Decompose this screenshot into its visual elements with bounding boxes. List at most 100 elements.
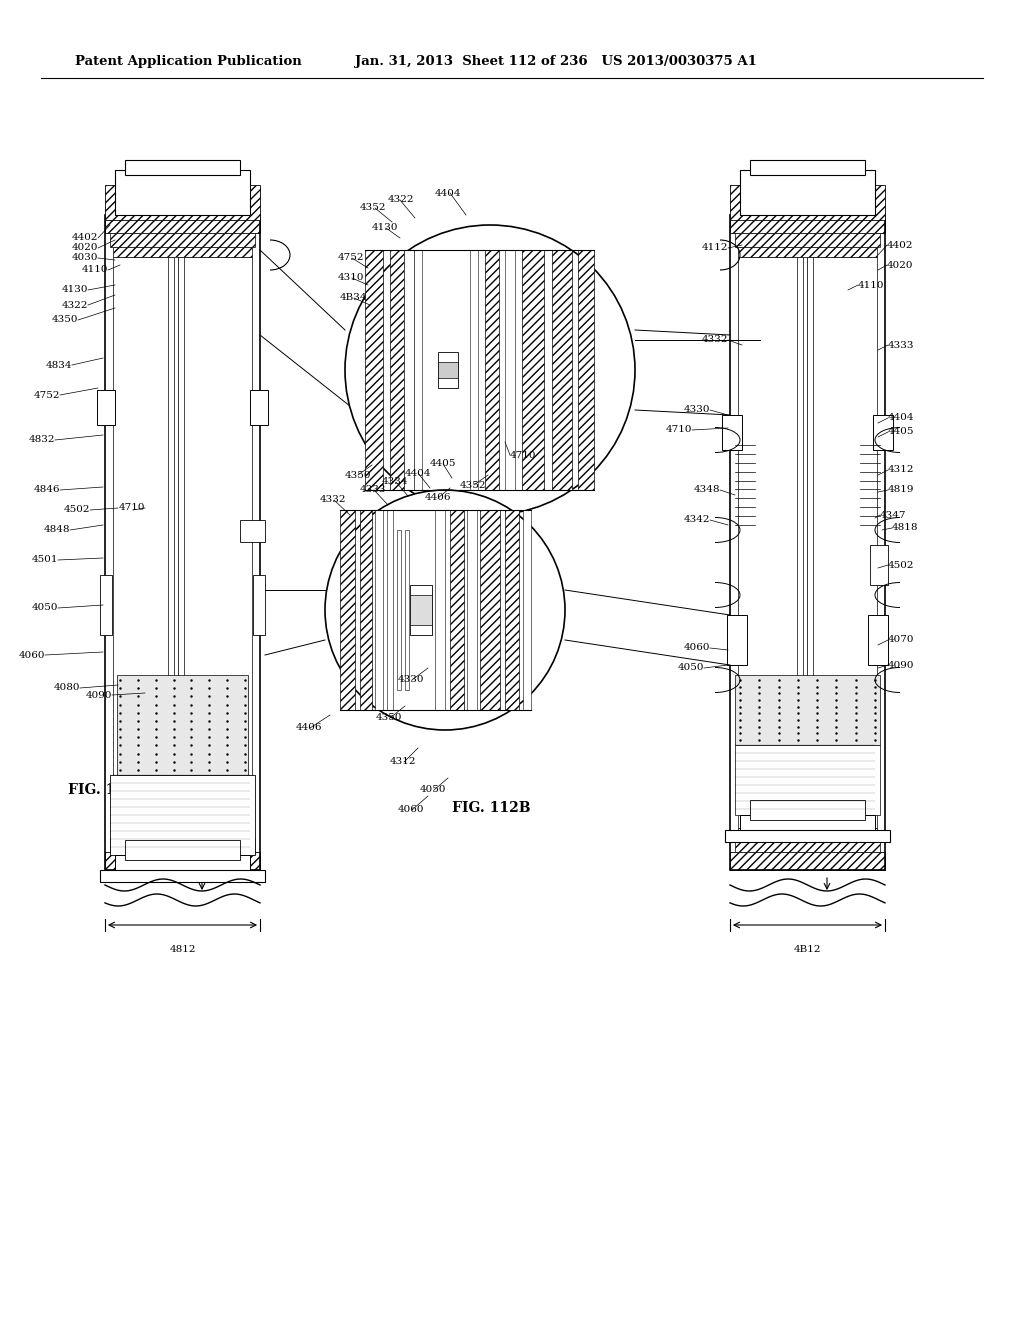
Bar [735,744,880,814]
Text: 4112: 4112 [701,243,728,252]
Text: 4080: 4080 [53,684,80,693]
Text: 4752: 4752 [338,253,365,263]
Bar [730,215,885,234]
Bar [375,510,383,710]
Text: 4333: 4333 [888,341,914,350]
Bar [360,510,372,710]
Text: 4312: 4312 [888,466,914,474]
Text: 4710: 4710 [119,503,145,512]
Text: 4834: 4834 [45,360,72,370]
Text: FIG. 112B: FIG. 112B [452,801,530,814]
Bar [105,851,260,870]
Bar [253,576,265,635]
Text: Jan. 31, 2013  Sheet 112 of 236   US 2013/0030375 A1: Jan. 31, 2013 Sheet 112 of 236 US 2013/0… [355,55,757,69]
Bar [168,257,174,828]
Bar [105,215,260,234]
Bar [438,362,458,378]
Text: 4310: 4310 [338,273,365,282]
Text: 4050: 4050 [32,603,58,612]
Text: 4406: 4406 [296,723,323,733]
Bar [404,249,414,490]
Bar [470,249,478,490]
Circle shape [345,224,635,515]
Text: 4405: 4405 [888,428,914,437]
Bar [113,828,252,838]
Text: 4502: 4502 [888,561,914,569]
Text: 4322: 4322 [388,195,415,205]
Bar [406,531,409,690]
Bar [807,257,813,828]
Text: 4130: 4130 [61,285,88,294]
Text: 4752: 4752 [34,391,60,400]
Text: FIG. 112A: FIG. 112A [68,783,145,797]
Bar [115,855,250,880]
Bar [730,851,885,870]
Text: 4404: 4404 [888,413,914,422]
Bar [387,510,393,710]
Bar [868,615,888,665]
Text: 4710: 4710 [666,425,692,434]
Text: 4330: 4330 [398,676,425,685]
Bar [740,814,874,840]
Bar [730,215,885,870]
Text: 4020: 4020 [887,260,913,269]
Bar [414,249,422,490]
Text: 4050: 4050 [420,785,446,795]
Text: 4848: 4848 [43,525,70,535]
Bar [870,545,888,585]
Text: 4501: 4501 [32,556,58,565]
Text: 4350: 4350 [376,714,402,722]
Text: Patent Application Publication: Patent Application Publication [75,55,302,69]
Text: 4818: 4818 [892,524,919,532]
Text: 4406: 4406 [425,494,452,503]
Bar [480,510,500,710]
Bar [738,247,877,257]
Text: 4110: 4110 [82,265,108,275]
Bar [740,170,874,215]
Bar [522,249,544,490]
Text: 4710: 4710 [510,450,537,459]
Bar [750,800,865,820]
Bar [738,828,877,838]
Text: 4B12: 4B12 [794,945,821,954]
Bar [117,675,248,775]
Bar [873,414,893,450]
Text: 4502: 4502 [63,506,90,515]
Bar [410,585,432,635]
Text: 4350: 4350 [51,315,78,325]
Bar [110,838,255,851]
Bar [410,595,432,624]
Text: 4333: 4333 [360,486,386,495]
Text: 4090: 4090 [888,660,914,669]
Bar [552,249,572,490]
Text: 4342: 4342 [683,516,710,524]
Text: 4402: 4402 [72,234,98,243]
Text: 4050: 4050 [678,664,705,672]
Bar [505,249,515,490]
Text: 4020: 4020 [72,243,98,252]
Text: 4347: 4347 [880,511,906,520]
Text: 4348: 4348 [693,486,720,495]
Bar [100,870,265,882]
Text: 4334: 4334 [382,478,409,487]
Text: 4312: 4312 [390,758,417,767]
Bar [450,510,464,710]
Bar [240,520,265,543]
Circle shape [325,490,565,730]
Text: 4B34: 4B34 [340,293,368,302]
Text: 4819: 4819 [888,486,914,495]
Bar [125,840,240,861]
Bar [505,510,519,710]
Text: 4832: 4832 [29,436,55,445]
Text: 4352: 4352 [460,480,486,490]
Text: 4060: 4060 [18,651,45,660]
Text: 4030: 4030 [72,253,98,263]
Bar [100,576,112,635]
Bar [722,414,742,450]
Bar [125,160,240,176]
Bar [435,510,445,710]
Text: 4090: 4090 [85,690,112,700]
Bar [438,352,458,388]
Bar [467,510,477,710]
Bar [803,257,807,828]
